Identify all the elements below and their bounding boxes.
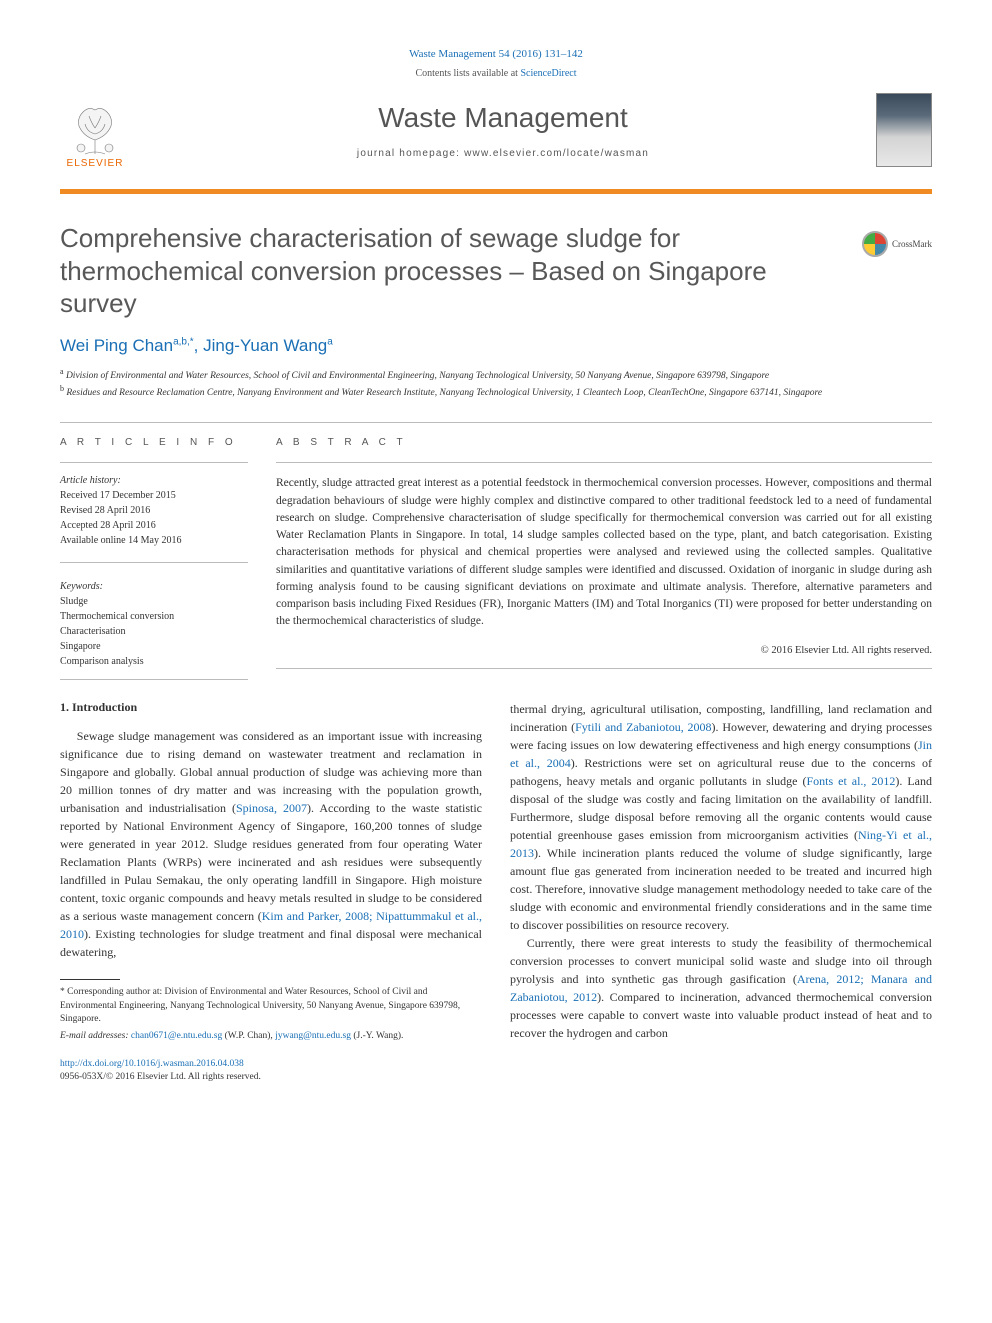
email-wang[interactable]: jywang@ntu.edu.sg (275, 1031, 351, 1041)
elsevier-logo[interactable]: ELSEVIER (60, 91, 130, 169)
contents-prefix: Contents lists available at (415, 68, 520, 79)
ref-fonts-2012[interactable]: Fonts et al., 2012 (806, 774, 895, 788)
crossmark-label: CrossMark (892, 239, 932, 249)
journal-header: Contents lists available at ScienceDirec… (60, 68, 932, 179)
crossmark-badge[interactable]: CrossMark (862, 226, 932, 262)
intro-paragraph-1: Sewage sludge management was considered … (60, 727, 482, 961)
article-title: Comprehensive characterisation of sewage… (60, 222, 932, 320)
email-wang-who: (J.-Y. Wang). (351, 1031, 403, 1041)
abstract-copyright: © 2016 Elsevier Ltd. All rights reserved… (276, 645, 932, 656)
crossmark-icon (862, 231, 888, 257)
keywords-top-rule (60, 562, 248, 563)
email-chan[interactable]: chan0671@e.ntu.edu.sg (131, 1031, 222, 1041)
article-info-column: A R T I C L E I N F O Article history: R… (60, 437, 248, 680)
journal-banner: ELSEVIER Waste Management journal homepa… (60, 87, 932, 179)
elsevier-tree-icon (65, 100, 125, 156)
footnote-rule (60, 979, 120, 980)
article-header: Comprehensive characterisation of sewage… (60, 222, 932, 400)
abstract-heading: A B S T R A C T (276, 437, 932, 448)
abstract-rule (276, 462, 932, 463)
journal-title: Waste Management (130, 102, 876, 134)
corresponding-author-footnote: * Corresponding author at: Division of E… (60, 986, 482, 1026)
abstract-column: A B S T R A C T Recently, sludge attract… (276, 437, 932, 680)
article-info-rule (60, 462, 248, 463)
horizontal-rule (60, 422, 932, 423)
article-page: Waste Management 54 (2016) 131–142 Conte… (0, 0, 992, 1124)
email-label: E-mail addresses: (60, 1031, 129, 1041)
body-column-right: thermal drying, agricultural utilisation… (510, 700, 932, 1084)
journal-homepage[interactable]: journal homepage: www.elsevier.com/locat… (130, 148, 876, 159)
abstract-text: Recently, sludge attracted great interes… (276, 475, 932, 630)
article-info-abstract-row: A R T I C L E I N F O Article history: R… (60, 437, 932, 680)
contents-available-line: Contents lists available at ScienceDirec… (60, 68, 932, 79)
keywords-label: Keywords: (60, 581, 248, 592)
affiliations: a Division of Environmental and Water Re… (60, 366, 932, 401)
article-history-label: Article history: (60, 475, 248, 486)
doi-block: http://dx.doi.org/10.1016/j.wasman.2016.… (60, 1058, 482, 1085)
journal-cover-thumbnail[interactable] (876, 93, 932, 167)
sciencedirect-link[interactable]: ScienceDirect (520, 68, 576, 79)
journal-citation-top: Waste Management 54 (2016) 131–142 (60, 48, 932, 60)
orange-divider (60, 189, 932, 194)
authors: Wei Ping Chana,b,*, Jing-Yuan Wanga (60, 336, 932, 356)
body-column-left: 1. Introduction Sewage sludge management… (60, 700, 482, 1084)
abstract-bottom-rule (276, 668, 932, 669)
ref-fytili-2008[interactable]: Fytili and Zabaniotou, 2008 (575, 720, 711, 734)
intro-paragraph-1-cont: thermal drying, agricultural utilisation… (510, 700, 932, 934)
body-two-column: 1. Introduction Sewage sludge management… (60, 700, 932, 1084)
doi-link[interactable]: http://dx.doi.org/10.1016/j.wasman.2016.… (60, 1059, 244, 1069)
issn-copyright: 0956-053X/© 2016 Elsevier Ltd. All right… (60, 1072, 261, 1082)
email-chan-who: (W.P. Chan), (222, 1031, 275, 1041)
keywords-bottom-rule (60, 679, 248, 680)
keywords-list: SludgeThermochemical conversionCharacter… (60, 594, 248, 669)
intro-paragraph-2: Currently, there were great interests to… (510, 934, 932, 1042)
article-info-heading: A R T I C L E I N F O (60, 437, 248, 448)
ref-spinosa-2007[interactable]: Spinosa, 2007 (236, 801, 307, 815)
email-footnote: E-mail addresses: chan0671@e.ntu.edu.sg … (60, 1030, 482, 1043)
section-1-heading: 1. Introduction (60, 700, 482, 715)
article-history: Received 17 December 2015Revised 28 Apri… (60, 488, 248, 548)
elsevier-wordmark: ELSEVIER (67, 158, 124, 169)
